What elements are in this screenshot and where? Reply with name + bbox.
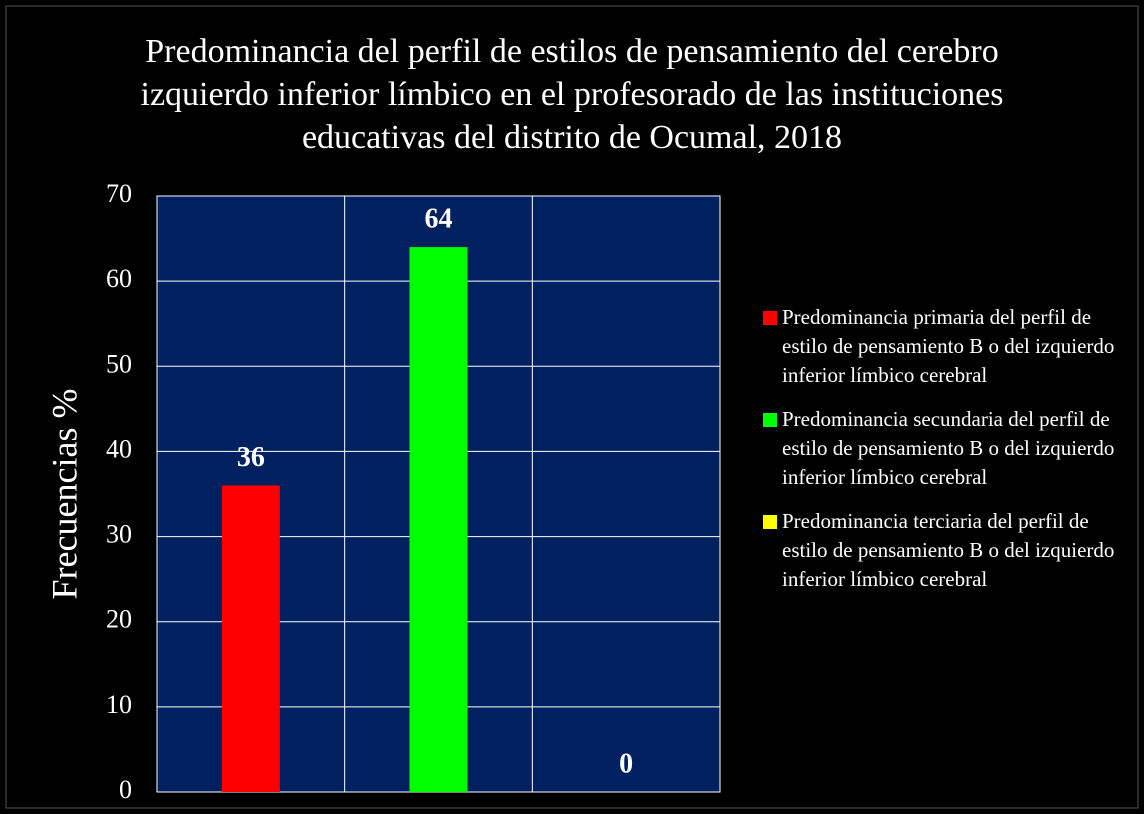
y-tick-label: 70 (106, 179, 132, 208)
y-tick-label: 20 (106, 605, 132, 634)
legend-item: Predominancia primaria del perfil de est… (763, 303, 1135, 390)
legend-label: Predominancia secundaria del perfil de e… (782, 407, 1115, 489)
legend-label: Predominancia primaria del perfil de est… (782, 305, 1115, 387)
y-tick-label: 50 (106, 349, 132, 378)
legend-swatch (763, 311, 777, 325)
frame (5, 5, 1139, 809)
legend-item: Predominancia secundaria del perfil de e… (763, 405, 1135, 492)
chart-title: Predominancia del perfil de estilos de p… (140, 33, 1004, 156)
bar (221, 485, 280, 792)
legend-item: Predominancia terciaria del perfil de es… (763, 507, 1135, 594)
y-tick-label: 40 (106, 434, 132, 463)
legend-label: Predominancia terciaria del perfil de es… (782, 509, 1115, 591)
legend-swatch (763, 413, 777, 427)
legend-swatch (763, 515, 777, 529)
y-axis-label: Frecuencias % (44, 389, 84, 600)
y-tick-label: 60 (106, 264, 132, 293)
y-tick-label: 30 (106, 520, 132, 549)
legend: Predominancia primaria del perfil de est… (763, 303, 1135, 609)
data-label: 64 (425, 204, 453, 235)
y-tick-label: 10 (106, 690, 132, 719)
bar (409, 247, 468, 793)
y-tick-label: 0 (119, 775, 132, 804)
data-label: 0 (619, 748, 633, 779)
data-label: 36 (237, 442, 265, 473)
